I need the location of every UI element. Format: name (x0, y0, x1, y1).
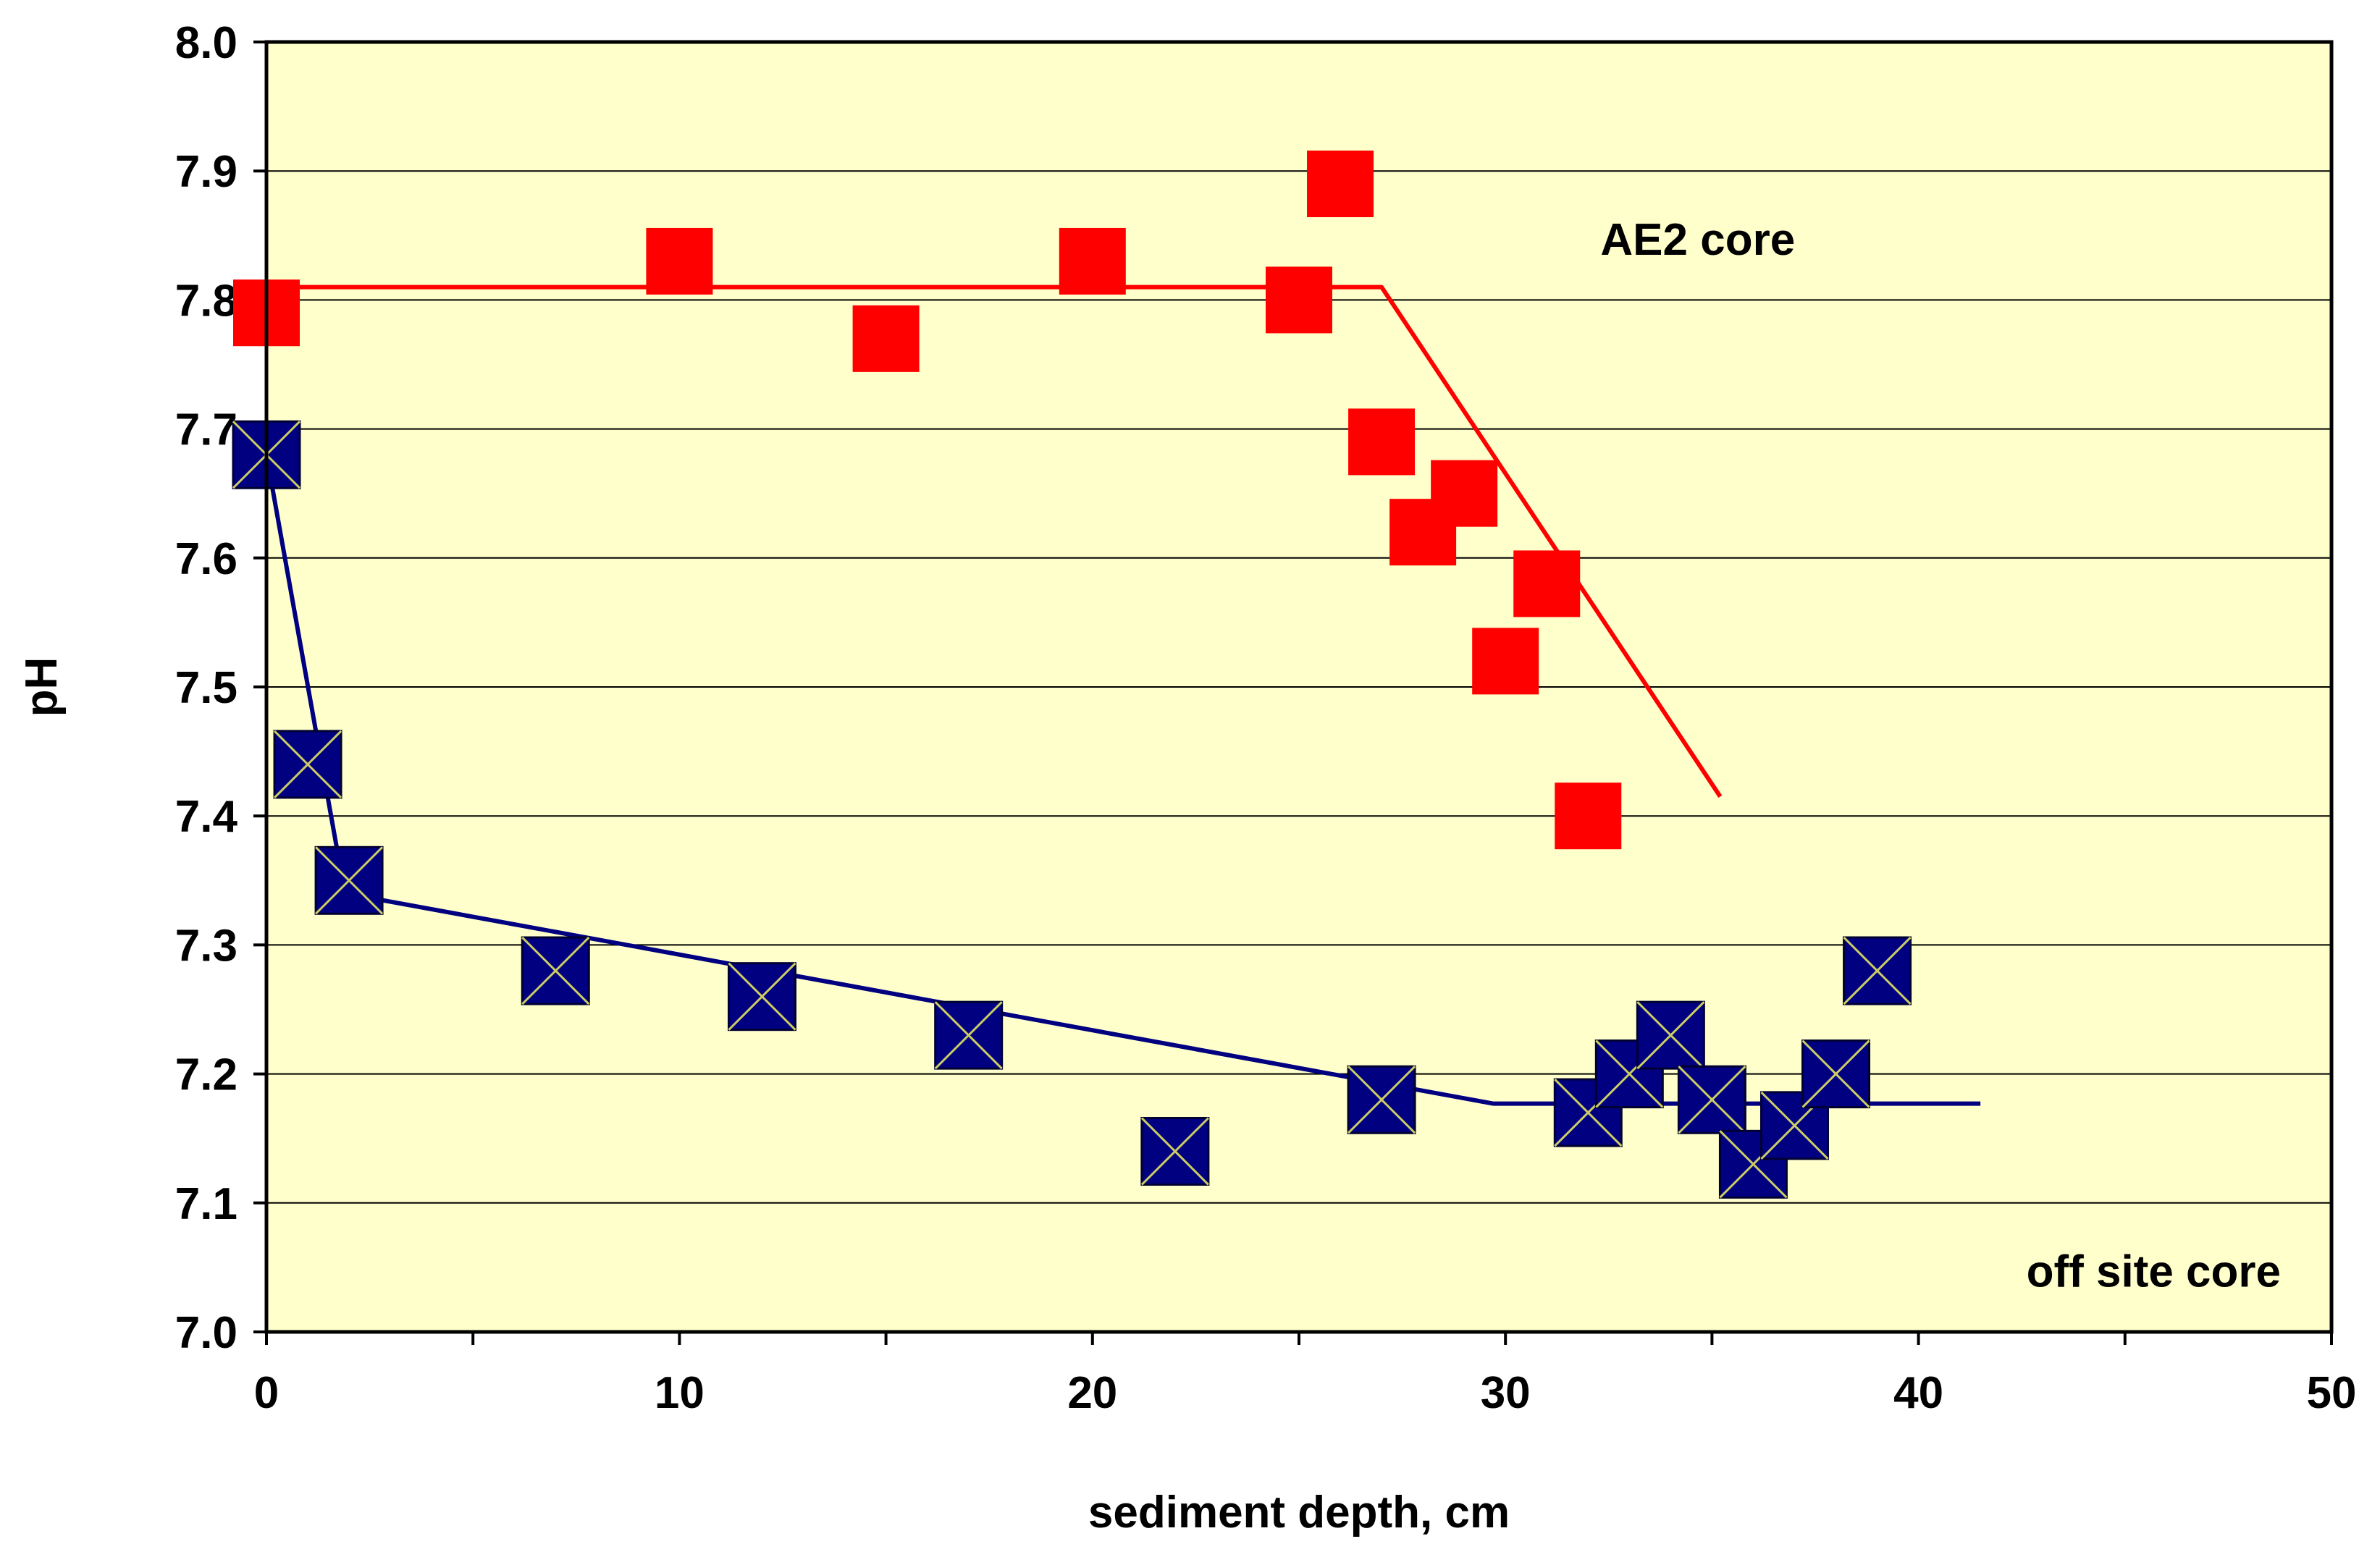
marker-off-site-core (934, 1000, 1004, 1070)
grid-layer (266, 170, 2331, 1204)
marker-cross (1140, 1117, 1209, 1186)
marker-off-site-core (314, 845, 384, 915)
x-axis-label: sediment depth, cm (1088, 1488, 1510, 1537)
x-tick-labels: 0 10 20 30 40 50 (254, 1368, 2357, 1418)
marker-ae2-core (1307, 151, 1374, 218)
marker-cross (934, 1001, 1003, 1070)
x-tick-label: 10 (655, 1368, 705, 1418)
y-axis-label: pH (17, 657, 67, 717)
marker-cross (1801, 1039, 1870, 1108)
y-tick-label: 8.0 (175, 18, 237, 68)
x-tick-label: 40 (1893, 1368, 1943, 1418)
marker-cross (1347, 1066, 1416, 1134)
y-tick-label: 7.0 (175, 1308, 237, 1358)
x-tick-label: 0 (254, 1368, 279, 1418)
marker-off-site-core (1718, 1129, 1788, 1199)
y-tick-label: 7.3 (175, 921, 237, 971)
marker-off-site-core (1594, 1039, 1664, 1109)
plot-frame (264, 40, 2334, 1334)
marker-cross (728, 962, 796, 1031)
marker-cross (273, 730, 342, 798)
y-tick-label: 7.6 (175, 534, 237, 584)
marker-cross (1843, 936, 1912, 1005)
marker-off-site-core (521, 936, 590, 1005)
marker-off-site-core (1677, 1065, 1746, 1134)
y-tick-label: 7.5 (175, 663, 237, 713)
marker-off-site-core (727, 962, 796, 1032)
marker-off-site-core (273, 730, 342, 799)
y-tick-label: 7.2 (175, 1050, 237, 1100)
annotation-ae2-core: AE2 core (1600, 215, 1795, 265)
x-tick-label: 20 (1067, 1368, 1117, 1418)
marker-off-site-core (1347, 1065, 1416, 1134)
marker-ae2-core (1266, 266, 1332, 334)
marker-off-site-core (1636, 1000, 1705, 1070)
y-tick-label: 7.8 (175, 276, 237, 326)
marker-ae2-core (1513, 550, 1581, 617)
y-tick-label: 7.9 (175, 147, 237, 197)
marker-off-site-core (1843, 936, 1912, 1005)
x-tick-label: 30 (1481, 1368, 1531, 1418)
y-tick-labels: 7.0 7.1 7.2 7.3 7.4 7.5 7.6 7.7 7.8 7.9 8.0 (175, 18, 238, 1358)
y-tick-label: 7.7 (175, 405, 237, 455)
annotation-off-site-core: off site core (2027, 1247, 2281, 1297)
marker-ae2-core (852, 305, 920, 372)
marker-ae2-core (646, 227, 713, 295)
tick-layer (253, 41, 2333, 1345)
y-tick-label: 7.1 (175, 1179, 237, 1229)
marker-cross (521, 936, 590, 1005)
y-tick-label: 7.4 (175, 792, 238, 842)
fit-line-ae2-core (266, 284, 1723, 798)
marker-cross (315, 846, 384, 915)
marker-ae2-core (1431, 460, 1498, 527)
marker-ae2-core (1472, 628, 1539, 695)
marker-cross (1636, 1001, 1705, 1070)
marker-ae2-core (1348, 408, 1416, 476)
marker-cross (1678, 1066, 1746, 1134)
marker-off-site-core (1801, 1039, 1871, 1109)
marker-ae2-core (1555, 782, 1622, 850)
marker-off-site-core (1140, 1117, 1210, 1186)
x-tick-label: 50 (2307, 1368, 2357, 1418)
marker-ae2-core (1059, 227, 1126, 295)
